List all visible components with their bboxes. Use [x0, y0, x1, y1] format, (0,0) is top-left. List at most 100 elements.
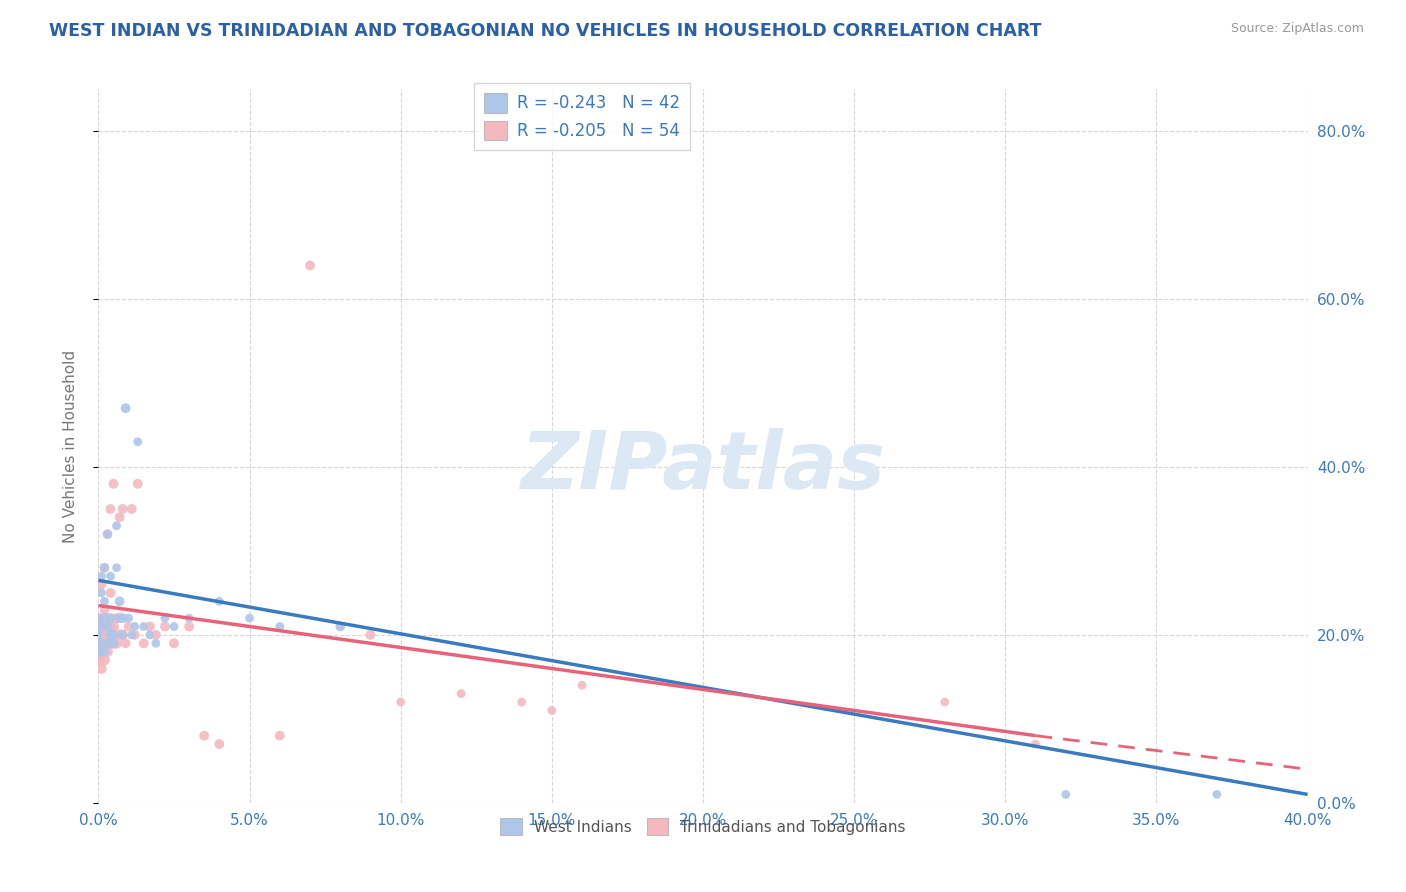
Point	[100, 628, 122, 642]
Point	[118, 619, 141, 633]
Point	[1054, 788, 1077, 802]
Point	[139, 628, 162, 642]
Point	[105, 636, 128, 650]
Point	[96, 645, 118, 659]
Point	[389, 695, 412, 709]
Point	[127, 434, 149, 449]
Point	[153, 611, 176, 625]
Point	[96, 527, 118, 541]
Point	[90, 636, 112, 650]
Point	[124, 619, 146, 633]
Point	[87, 653, 110, 667]
Point	[90, 661, 112, 675]
Point	[121, 628, 143, 642]
Point	[90, 577, 112, 591]
Point	[103, 628, 125, 642]
Point	[103, 476, 125, 491]
Point	[100, 502, 122, 516]
Text: WEST INDIAN VS TRINIDADIAN AND TOBAGONIAN NO VEHICLES IN HOUSEHOLD CORRELATION C: WEST INDIAN VS TRINIDADIAN AND TOBAGONIA…	[49, 22, 1042, 40]
Point	[510, 695, 533, 709]
Point	[96, 619, 118, 633]
Point	[93, 619, 115, 633]
Point	[208, 594, 231, 608]
Point	[105, 611, 128, 625]
Point	[90, 645, 112, 659]
Point	[103, 636, 125, 650]
Point	[108, 628, 131, 642]
Point	[145, 628, 167, 642]
Point	[571, 678, 593, 692]
Point	[87, 611, 110, 625]
Point	[87, 636, 110, 650]
Point	[193, 729, 215, 743]
Point	[90, 586, 112, 600]
Point	[208, 737, 231, 751]
Point	[93, 560, 115, 574]
Point	[139, 619, 162, 633]
Point	[105, 518, 128, 533]
Point	[239, 611, 262, 625]
Point	[360, 628, 382, 642]
Point	[100, 569, 122, 583]
Point	[111, 628, 134, 642]
Point	[93, 603, 115, 617]
Point	[93, 645, 115, 659]
Point	[163, 619, 186, 633]
Point	[132, 619, 155, 633]
Text: Source: ZipAtlas.com: Source: ZipAtlas.com	[1230, 22, 1364, 36]
Point	[100, 611, 122, 625]
Point	[103, 636, 125, 650]
Point	[96, 611, 118, 625]
Point	[111, 502, 134, 516]
Point	[132, 636, 155, 650]
Point	[111, 628, 134, 642]
Y-axis label: No Vehicles in Household: No Vehicles in Household	[63, 350, 77, 542]
Point	[96, 628, 118, 642]
Point	[90, 569, 112, 583]
Point	[93, 636, 115, 650]
Point	[269, 729, 291, 743]
Point	[118, 611, 141, 625]
Point	[124, 628, 146, 642]
Point	[87, 619, 110, 633]
Point	[1206, 788, 1229, 802]
Point	[1024, 737, 1046, 751]
Point	[100, 636, 122, 650]
Point	[111, 611, 134, 625]
Point	[121, 502, 143, 516]
Point	[329, 619, 352, 633]
Legend: West Indians, Trinidadians and Tobagonians: West Indians, Trinidadians and Tobagonia…	[494, 812, 912, 841]
Point	[108, 611, 131, 625]
Point	[93, 653, 115, 667]
Text: ZIPatlas: ZIPatlas	[520, 428, 886, 507]
Point	[96, 636, 118, 650]
Point	[934, 695, 956, 709]
Point	[179, 619, 201, 633]
Point	[87, 628, 110, 642]
Point	[105, 560, 128, 574]
Point	[540, 703, 562, 717]
Point	[179, 611, 201, 625]
Point	[90, 611, 112, 625]
Point	[329, 619, 352, 633]
Point	[145, 636, 167, 650]
Point	[103, 619, 125, 633]
Point	[153, 619, 176, 633]
Point	[100, 619, 122, 633]
Point	[299, 259, 322, 273]
Point	[100, 586, 122, 600]
Point	[93, 560, 115, 574]
Point	[96, 527, 118, 541]
Point	[163, 636, 186, 650]
Point	[108, 510, 131, 524]
Point	[127, 476, 149, 491]
Point	[269, 619, 291, 633]
Point	[114, 636, 136, 650]
Point	[87, 645, 110, 659]
Point	[90, 628, 112, 642]
Point	[93, 594, 115, 608]
Point	[108, 594, 131, 608]
Point	[90, 619, 112, 633]
Point	[450, 687, 472, 701]
Point	[114, 401, 136, 416]
